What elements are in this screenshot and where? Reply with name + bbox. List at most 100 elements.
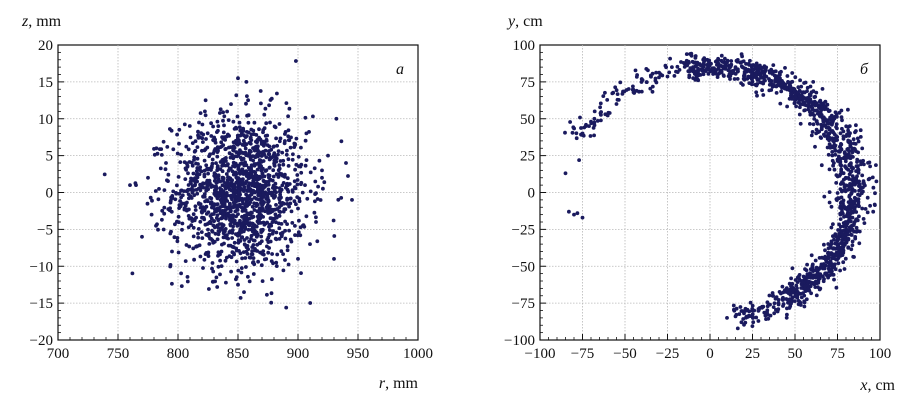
data-point	[266, 200, 270, 205]
data-point	[291, 152, 295, 157]
data-point	[285, 202, 290, 206]
data-point	[285, 176, 290, 181]
data-point	[202, 148, 207, 153]
data-point	[196, 227, 201, 231]
data-point	[157, 187, 161, 191]
data-point	[790, 266, 795, 271]
data-point	[251, 243, 256, 247]
data-point	[213, 188, 217, 193]
data-point	[230, 197, 234, 202]
data-point	[269, 96, 274, 101]
data-point	[809, 291, 813, 296]
data-point	[313, 199, 317, 204]
data-point	[210, 157, 215, 162]
data-point	[160, 217, 164, 222]
data-point	[613, 85, 618, 90]
data-point	[793, 95, 798, 100]
data-point	[201, 194, 206, 199]
x-tick-label: 1000	[403, 346, 433, 362]
data-point	[861, 217, 866, 221]
data-point	[225, 199, 230, 203]
data-point	[811, 80, 816, 84]
data-point	[853, 147, 857, 152]
points-b	[563, 51, 879, 331]
data-point	[210, 212, 214, 217]
data-point	[203, 199, 208, 204]
y-axis-unit-b: , cm	[515, 13, 543, 30]
data-point	[838, 145, 842, 149]
data-point	[563, 130, 567, 135]
data-point	[589, 119, 593, 124]
data-point	[256, 197, 261, 202]
data-point	[805, 262, 809, 267]
data-point	[193, 176, 198, 181]
data-point	[856, 171, 861, 175]
data-point	[209, 168, 213, 172]
data-point	[819, 107, 824, 112]
data-point	[243, 135, 248, 140]
data-point	[846, 128, 850, 133]
data-point	[801, 96, 806, 100]
data-point	[786, 300, 790, 305]
data-point	[215, 196, 220, 201]
data-point	[190, 188, 194, 193]
data-point	[308, 301, 313, 305]
data-point	[261, 220, 266, 225]
data-point	[156, 197, 161, 202]
data-point	[179, 195, 184, 200]
data-point	[240, 158, 244, 162]
data-point	[277, 197, 282, 202]
data-point	[288, 237, 293, 242]
data-point	[190, 141, 195, 146]
data-point	[196, 136, 201, 140]
data-point	[222, 201, 227, 206]
data-point	[852, 195, 857, 200]
data-point	[257, 158, 262, 162]
data-point	[796, 299, 801, 303]
data-point	[294, 59, 298, 63]
data-point	[326, 153, 330, 158]
data-point	[575, 211, 580, 216]
y-tick-label: −50	[512, 259, 535, 275]
data-point	[350, 198, 354, 202]
data-point	[846, 237, 851, 242]
data-point	[311, 114, 315, 119]
data-point	[862, 162, 866, 167]
data-point	[723, 56, 727, 61]
data-point	[293, 224, 297, 228]
data-point	[840, 118, 844, 123]
data-point	[209, 183, 214, 188]
y-tick-label: −15	[30, 296, 53, 312]
data-point	[832, 116, 837, 121]
data-point	[826, 242, 831, 246]
data-point	[204, 181, 209, 185]
data-point	[239, 205, 244, 210]
data-point	[250, 249, 255, 253]
data-point	[230, 250, 235, 255]
data-point	[839, 163, 843, 168]
data-point	[206, 210, 211, 215]
data-point	[228, 229, 233, 234]
data-point	[218, 208, 223, 213]
data-point	[209, 200, 213, 205]
data-point	[267, 228, 272, 233]
data-point	[715, 75, 720, 79]
data-point	[174, 191, 178, 195]
data-point	[795, 280, 800, 284]
data-point	[592, 123, 597, 128]
data-point	[234, 275, 239, 279]
data-point	[820, 255, 824, 260]
data-point	[825, 102, 830, 107]
data-point	[865, 195, 870, 200]
data-point	[808, 274, 813, 279]
data-point	[667, 70, 672, 75]
data-point	[299, 180, 304, 185]
data-point	[258, 89, 263, 93]
data-point	[234, 175, 239, 180]
data-point	[186, 214, 191, 218]
data-point	[836, 154, 841, 159]
data-point	[249, 233, 254, 238]
data-point	[240, 214, 244, 219]
data-point	[249, 171, 254, 175]
data-point	[684, 52, 689, 56]
